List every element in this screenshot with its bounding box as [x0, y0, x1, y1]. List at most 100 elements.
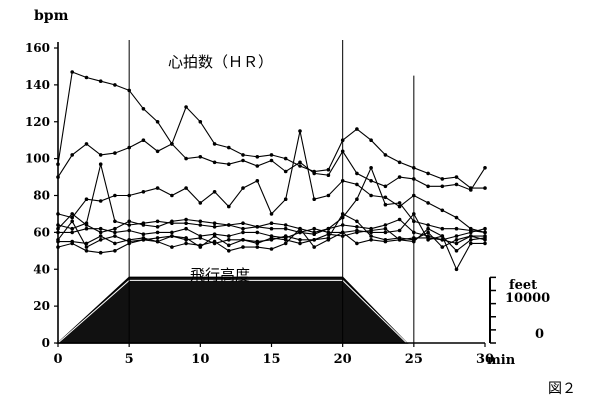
data-point [440, 234, 445, 238]
data-point [454, 241, 459, 246]
data-point [141, 190, 146, 194]
data-point [227, 243, 231, 248]
data-point [184, 221, 188, 225]
data-point [298, 226, 302, 231]
data-point [269, 247, 274, 251]
data-point [440, 238, 445, 242]
data-point [212, 239, 217, 244]
data-point [255, 230, 260, 235]
y-tick-label: 120 [25, 115, 50, 129]
data-point [483, 230, 487, 235]
data-point [269, 226, 274, 231]
series-6 [56, 212, 487, 253]
data-point [340, 179, 345, 183]
data-point [241, 221, 245, 225]
x-tick-label: 10 [191, 352, 209, 367]
data-point [255, 245, 260, 249]
data-point [440, 208, 445, 213]
altitude-label: 飛行高度 [190, 266, 250, 284]
data-point [56, 212, 60, 216]
y-tick-label: 160 [25, 41, 50, 55]
data-point [326, 167, 331, 172]
data-point [283, 197, 288, 201]
data-point [397, 201, 402, 205]
data-point [312, 226, 317, 231]
data-point [155, 236, 160, 240]
data-point [340, 215, 345, 220]
x-tick-label: 30 [476, 352, 494, 367]
data-point [340, 149, 345, 154]
data-point [212, 221, 217, 225]
data-point [340, 230, 345, 235]
x-tick-label: 15 [262, 352, 280, 367]
data-point [70, 70, 74, 74]
data-point [241, 245, 245, 249]
data-point [355, 182, 359, 187]
data-point [198, 245, 203, 249]
data-point [141, 238, 146, 242]
data-point [269, 236, 274, 240]
data-point [312, 245, 317, 249]
data-point [340, 223, 345, 227]
data-point [113, 234, 117, 238]
data-point [241, 230, 245, 235]
data-point [298, 129, 302, 133]
data-point [355, 127, 359, 131]
data-point [184, 236, 188, 240]
data-point [70, 226, 74, 231]
data-point [326, 173, 331, 177]
data-point [227, 223, 231, 227]
data-point [255, 241, 260, 246]
data-point [383, 184, 388, 189]
data-point [412, 219, 416, 224]
y-tick-label: 40 [33, 262, 50, 276]
data-point [56, 175, 60, 179]
data-point [141, 223, 146, 227]
y-tick-label: 60 [33, 225, 50, 239]
data-point [98, 153, 103, 157]
data-point [70, 153, 74, 157]
data-point [98, 79, 103, 83]
data-point [98, 226, 103, 231]
data-point [283, 156, 288, 161]
data-point [269, 158, 274, 163]
data-point [340, 212, 345, 216]
labels: bpm 心拍数（ＨＲ） 飛行高度 feet 10000 0 min 図２ [34, 8, 576, 397]
data-point [269, 221, 274, 225]
data-point [355, 197, 359, 201]
data-point [312, 232, 317, 236]
data-point [454, 215, 459, 220]
data-point [355, 230, 359, 235]
data-point [283, 169, 288, 174]
data-point [469, 230, 473, 235]
data-point [56, 223, 60, 227]
data-point [56, 162, 60, 166]
data-point [483, 238, 487, 242]
data-point [113, 226, 117, 231]
data-point [326, 226, 331, 231]
data-point [155, 230, 160, 235]
data-point [412, 236, 416, 240]
data-point [113, 249, 117, 253]
data-point [426, 236, 430, 240]
data-point [170, 230, 174, 235]
y-axis-label: bpm [34, 8, 69, 24]
series-5 [56, 212, 487, 242]
data-point [198, 201, 203, 205]
data-point [70, 215, 74, 220]
data-point [412, 177, 416, 181]
data-point [127, 223, 131, 227]
data-point [212, 190, 217, 194]
data-point [326, 193, 331, 198]
data-point [326, 238, 331, 242]
data-point [340, 138, 345, 142]
data-point [383, 226, 388, 231]
data-point [227, 204, 231, 209]
data-point [155, 186, 160, 190]
data-point [98, 162, 103, 166]
data-point [70, 219, 74, 224]
altitude-profile [56, 276, 409, 344]
series-7 [56, 212, 487, 249]
altitude-max-label: 10000 [505, 291, 550, 306]
